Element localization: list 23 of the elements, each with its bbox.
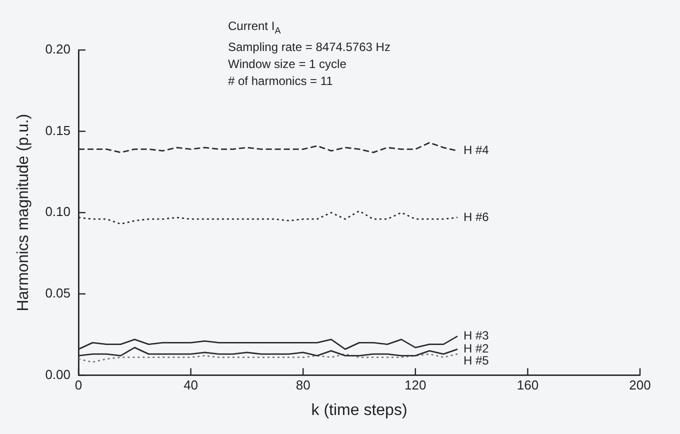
x-tick-label: 160: [516, 378, 539, 393]
annotation: Window size = 1 cycle: [228, 56, 348, 74]
series-label: H #4: [464, 143, 490, 158]
x-tick-label: 0: [74, 378, 82, 393]
y-tick-label: 0.15: [45, 122, 70, 138]
line-series: [78, 353, 458, 363]
series-label: H #2: [464, 341, 490, 356]
text: Current I$_{A}$: [228, 18, 282, 38]
y-axis-title: Harmonics magnitude (p.u.): [15, 114, 32, 312]
x-tick-label: 40: [184, 378, 198, 393]
x-axis-title: k (time steps): [311, 402, 408, 419]
x-tick-label: 120: [404, 378, 426, 393]
annotation: Sampling rate = 8474.5763 Hz: [228, 39, 390, 56]
y-tick-label: 0.20: [45, 42, 70, 57]
annotation: # of harmonics = 11: [228, 73, 334, 90]
series-label: H #6: [464, 210, 490, 224]
series-label: H #5: [464, 353, 490, 368]
series-label: H #3: [464, 328, 490, 342]
y-tick-label: 0.00: [45, 366, 70, 382]
y-tick-label: 0.10: [45, 204, 70, 220]
x-tick-label: 200: [629, 378, 651, 393]
x-tick-label: 80: [296, 378, 310, 393]
y-tick-label: 0.05: [45, 285, 70, 300]
